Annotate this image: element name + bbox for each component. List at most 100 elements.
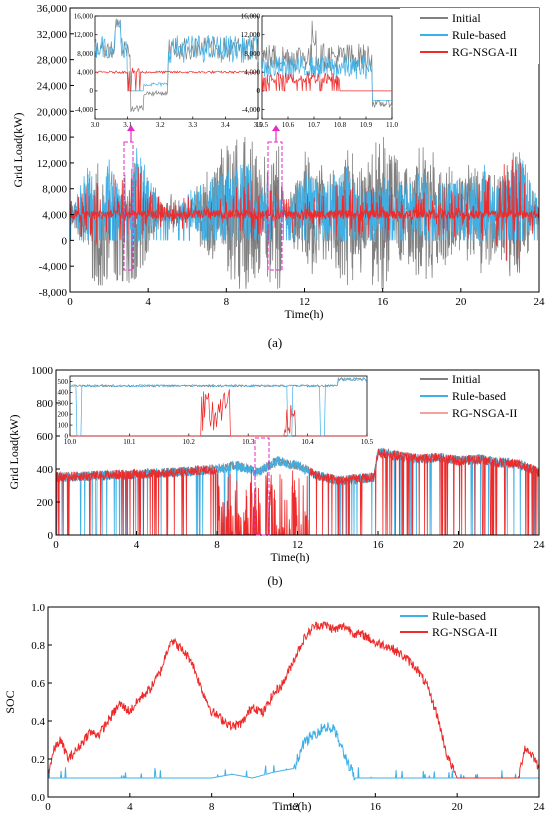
- inset-b-x-tick-label: 10.3: [242, 438, 255, 446]
- panel-b-inset: 10.0 10.1 10.2 10.3 10.4 10.5 0 100 200 300 400 500: [58, 375, 374, 446]
- x-tick-label: 24: [534, 801, 546, 813]
- x-tick-label: 16: [377, 296, 389, 308]
- inset-x-tick-label: 10.8: [334, 121, 347, 129]
- inset-x-tick-label: 3.5: [254, 121, 263, 129]
- zoom-marker-b: [254, 437, 270, 536]
- y-tick-label: 32,000: [37, 29, 68, 41]
- inset-y-tick-label: 12,000: [241, 31, 261, 39]
- inset-y-tick-label: 16,000: [74, 12, 94, 20]
- series-line-rg-nsga-ii: [69, 159, 540, 262]
- x-tick-label: 8: [209, 801, 215, 813]
- inset-series-line: [94, 20, 259, 92]
- panel-b-ylabel: Grid Load(kW): [7, 415, 21, 490]
- x-tick-label: 4: [145, 296, 151, 308]
- y-tick-label: 0: [62, 235, 68, 247]
- inset-b-y-tick-label: 200: [58, 410, 69, 418]
- x-tick-label: 12: [299, 296, 310, 308]
- panel-b-plot: [55, 447, 540, 536]
- x-tick-label: 16: [373, 539, 385, 551]
- y-tick-label: 0.8: [31, 640, 45, 652]
- inset-y-tick-label: 12,000: [74, 31, 94, 39]
- inset-series-line: [261, 56, 392, 101]
- inset-series-line: [261, 71, 392, 92]
- y-tick-label: -4,000: [39, 261, 68, 273]
- inset-b-y-tick-label: 400: [58, 389, 69, 397]
- panel-a-xlabel: Time(h): [285, 307, 324, 321]
- inset-frame: [94, 15, 259, 120]
- inset-b-x-tick-label: 10.0: [64, 438, 77, 446]
- inset-x-tick-label: 3.3: [188, 121, 197, 129]
- y-tick-label: 0.4: [31, 716, 45, 728]
- y-tick-label: 0.0: [31, 792, 45, 804]
- y-tick-label: 400: [37, 464, 54, 476]
- panel-c-ylabel: SOC: [3, 690, 17, 713]
- y-tick-label: 16,000: [37, 132, 68, 144]
- inset-b-y-tick-label: 100: [58, 421, 69, 429]
- inset-y-tick-label: -4,000: [75, 106, 94, 114]
- x-tick-label: 4: [134, 539, 140, 551]
- panel-c: 0 4 8 12 16 20 24 0.0 0.2 0.4 0.6 0.8 1.0 SOC Time(h…: [3, 602, 545, 813]
- y-tick-label: -8,000: [39, 287, 68, 299]
- inset-y-tick-label: 8,000: [77, 50, 93, 58]
- inset-b-y-tick-label: 0: [65, 432, 69, 440]
- inset-y-tick-label: 8,000: [244, 50, 260, 58]
- zoom-arrow-head-a1: [127, 125, 135, 131]
- x-tick-label: 20: [455, 296, 467, 308]
- x-tick-label: 12: [288, 801, 299, 813]
- panel-c-plot: [47, 621, 540, 781]
- legend-rule-label: Rule-based: [452, 28, 506, 42]
- inset-b-x-tick-label: 10.1: [123, 438, 136, 446]
- legend-b-initial-label: Initial: [452, 372, 481, 386]
- panel-b-caption: (b): [267, 573, 282, 588]
- series-line-c-rule-based: [48, 722, 539, 781]
- inset-b-y-tick-label: 300: [58, 400, 69, 408]
- legend-b-rg-label: RG-NSGA-II: [452, 406, 517, 420]
- y-tick-label: 36,000: [37, 3, 68, 15]
- y-tick-label: 24,000: [37, 80, 68, 92]
- y-tick-label: 0.2: [31, 754, 45, 766]
- y-tick-label: 12,000: [37, 158, 68, 170]
- y-tick-label: 1000: [31, 365, 54, 377]
- x-tick-label: 0: [45, 801, 51, 813]
- inset-y-tick-label: 0: [90, 87, 94, 95]
- x-tick-label: 24: [534, 539, 546, 551]
- y-tick-label: 0.6: [31, 678, 45, 690]
- series-line-b-2: [55, 447, 540, 536]
- y-tick-label: 0: [48, 530, 54, 542]
- panel-a-legend: Initial Rule-based RG-NSGA-II: [400, 8, 539, 64]
- y-tick-label: 8,000: [42, 184, 67, 196]
- x-tick-label: 20: [453, 539, 465, 551]
- y-tick-label: 1.0: [31, 602, 45, 614]
- y-tick-label: 4,000: [42, 210, 67, 222]
- x-tick-label: 0: [67, 296, 73, 308]
- series-line-initial: [69, 137, 540, 289]
- inset-x-tick-label: 11.0: [386, 121, 398, 129]
- x-tick-label: 12: [292, 539, 303, 551]
- x-tick-label: 4: [127, 801, 133, 813]
- inset-y-tick-label: -4,000: [242, 106, 261, 114]
- panel-b-xlabel: Time(h): [271, 550, 310, 564]
- inset-y-tick-label: 16,000: [241, 12, 261, 20]
- legend-b-rule-label: Rule-based: [452, 389, 506, 403]
- y-tick-label: 28,000: [37, 55, 68, 67]
- inset-x-tick-label: 3.0: [91, 121, 100, 129]
- legend-rg-label: RG-NSGA-II: [452, 45, 517, 59]
- y-tick-label: 600: [37, 431, 54, 443]
- inset-x-tick-label: 10.9: [360, 121, 373, 129]
- y-tick-label: 20,000: [37, 106, 68, 118]
- x-tick-label: 20: [452, 801, 464, 813]
- inset-x-tick-label: 10.7: [308, 121, 321, 129]
- panel-a-ylabel: Grid Load(kW): [11, 113, 25, 188]
- panel-a-inset-1: 3.0 3.1 3.2 3.3 3.4 3.5 -4,000 0 4,000 8,000 12,00…: [74, 12, 263, 129]
- zoom-marker-a1: [123, 141, 134, 271]
- inset-x-tick-label: 10.5: [256, 121, 269, 129]
- panel-a: 0 4 8 12 16 20 24 -8,000 -4,000 0 4,000 8,000 12,000…: [11, 3, 545, 350]
- inset-y-tick-label: 4,000: [244, 68, 260, 76]
- inset-series-line: [94, 67, 259, 92]
- x-tick-label: 0: [53, 539, 59, 551]
- inset-b-x-tick-label: 10.4: [301, 438, 314, 446]
- inset-b-x-tick-label: 10.5: [361, 438, 374, 446]
- x-tick-label: 16: [370, 801, 382, 813]
- legend-c-rg-label: RG-NSGA-II: [432, 625, 497, 639]
